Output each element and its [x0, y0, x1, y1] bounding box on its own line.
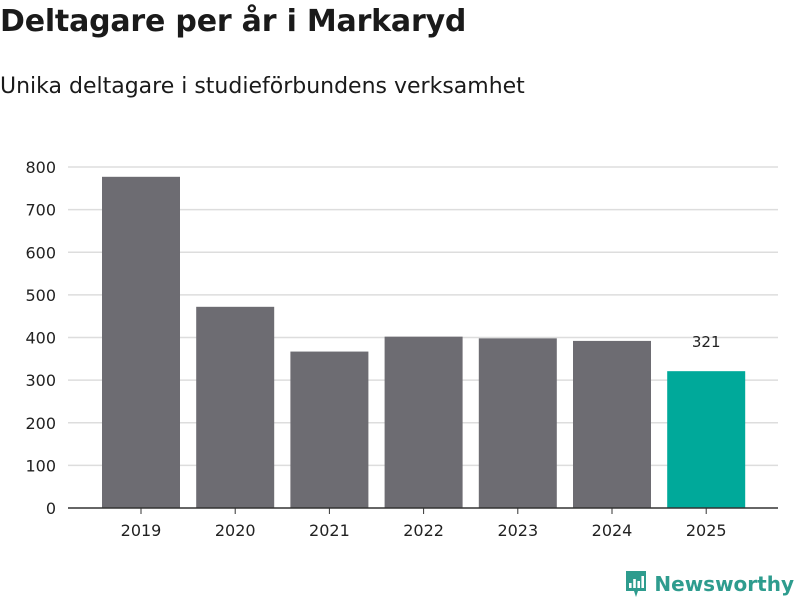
- y-tick-label: 200: [25, 414, 56, 433]
- chart-title: Deltagare per år i Markaryd: [0, 4, 467, 39]
- x-tick-label: 2021: [309, 521, 350, 540]
- x-tick-label: 2019: [121, 521, 162, 540]
- y-tick-label: 600: [25, 243, 56, 262]
- y-tick-label: 500: [25, 286, 56, 305]
- x-tick-label: 2020: [215, 521, 256, 540]
- brand-name: Newsworthy: [654, 572, 794, 596]
- x-tick-label: 2023: [497, 521, 538, 540]
- bar-2021: [290, 351, 369, 508]
- data-label: 321: [692, 333, 721, 351]
- bar-2022: [384, 336, 463, 508]
- bar-2024: [573, 340, 651, 508]
- y-tick-label: 800: [25, 158, 56, 177]
- newsworthy-logo-icon: [626, 571, 647, 597]
- y-tick-label: 400: [25, 329, 56, 348]
- y-tick-label: 700: [25, 201, 56, 220]
- bar-2019: [102, 176, 180, 508]
- x-tick-label: 2022: [403, 521, 444, 540]
- y-tick-label: 100: [25, 456, 56, 475]
- y-tick-label: 0: [46, 499, 56, 518]
- bar-2020: [196, 306, 275, 508]
- chart-subtitle: Unika deltagare i studieförbundens verks…: [0, 74, 525, 99]
- x-tick-label: 2024: [592, 521, 633, 540]
- bar-2023: [478, 338, 557, 508]
- y-tick-label: 300: [25, 371, 56, 390]
- brand-logo: Newsworthy: [624, 569, 794, 599]
- x-tick-label: 2025: [686, 521, 727, 540]
- bar-2025: [667, 371, 746, 508]
